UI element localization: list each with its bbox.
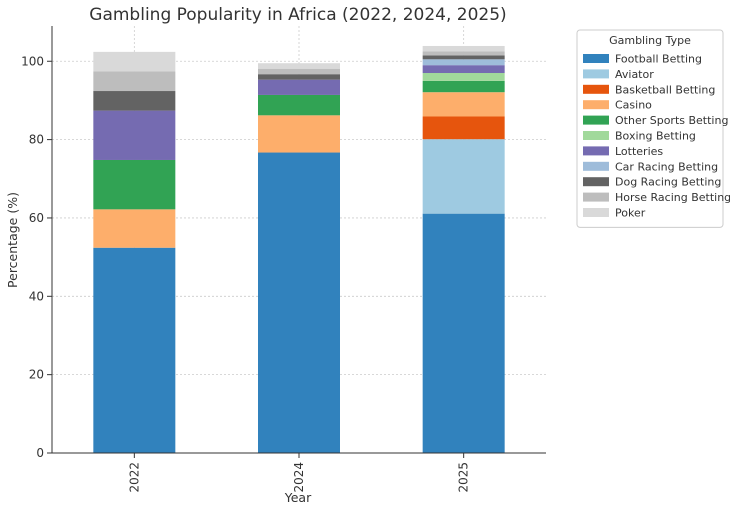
bar-segment (93, 51, 176, 72)
legend-swatch (583, 161, 609, 171)
y-tick-label: 80 (29, 133, 44, 147)
legend-title: Gambling Type (609, 34, 691, 47)
legend-label: Other Sports Betting (615, 114, 728, 127)
x-tick-label: 2025 (457, 462, 471, 493)
legend-swatch (583, 208, 609, 217)
legend-swatch (583, 84, 609, 94)
legend-swatch (583, 69, 609, 79)
bar-segment (93, 71, 176, 92)
bar-segment (422, 59, 505, 66)
legend-label: Football Betting (615, 53, 702, 66)
y-tick-label: 0 (36, 446, 44, 460)
bar-segment (422, 116, 505, 140)
chart-title: Gambling Popularity in Africa (2022, 202… (89, 5, 506, 25)
bar-segment (258, 68, 340, 75)
legend-swatch (583, 115, 609, 125)
legend-label: Casino (615, 99, 652, 112)
legend-label: Lotteries (615, 145, 663, 158)
y-tick-label: 100 (21, 54, 44, 68)
bars (93, 45, 505, 453)
legend-label: Poker (615, 207, 646, 220)
x-axis-label: Year (284, 490, 312, 505)
bar-segment (422, 73, 505, 81)
y-tick-label: 20 (29, 368, 44, 382)
y-tick-label: 40 (29, 289, 44, 303)
legend-swatch (583, 100, 609, 110)
legend-label: Dog Racing Betting (615, 176, 721, 189)
legend-label: Horse Racing Betting (615, 191, 730, 204)
bar-segment (258, 94, 340, 116)
bar-segment (93, 91, 176, 111)
x-axis-ticks: 2022 2024 2025 (127, 453, 471, 493)
bar-segment (93, 209, 176, 248)
bar-segment (422, 80, 505, 93)
x-tick-label: 2022 (127, 462, 141, 493)
bar-segment (258, 63, 340, 69)
y-tick-label: 60 (29, 211, 44, 225)
legend-label: Basketball Betting (615, 83, 715, 96)
bar-segment (93, 110, 176, 160)
bar-segment (258, 79, 340, 95)
legend-swatch (583, 177, 609, 187)
legend-label: Aviator (615, 68, 654, 81)
bar-segment (422, 92, 505, 117)
bar-segment (422, 51, 505, 56)
bar-segment (258, 74, 340, 80)
bar-segment (422, 55, 505, 60)
legend-swatch (583, 131, 609, 140)
bar-segment (422, 139, 505, 214)
y-axis-ticks: 0 20 40 60 80 100 (21, 54, 52, 460)
bar-segment (258, 152, 340, 453)
y-axis-label: Percentage (%) (5, 192, 20, 288)
bar-segment (258, 115, 340, 153)
legend-frame (576, 29, 724, 228)
bar-segment (93, 247, 176, 453)
legend-label: Boxing Betting (615, 130, 696, 143)
bar-segment (93, 159, 176, 210)
legend-swatch (583, 192, 609, 202)
legend-label: Car Racing Betting (615, 160, 718, 173)
bar-segment (422, 213, 505, 453)
bar-segment (422, 45, 505, 52)
bar-segment (422, 65, 505, 74)
legend-swatch (583, 146, 609, 156)
x-tick-label: 2024 (292, 462, 306, 493)
legend: Gambling Type Football Betting Aviator Bask… (576, 29, 730, 228)
legend-swatch (583, 54, 609, 63)
